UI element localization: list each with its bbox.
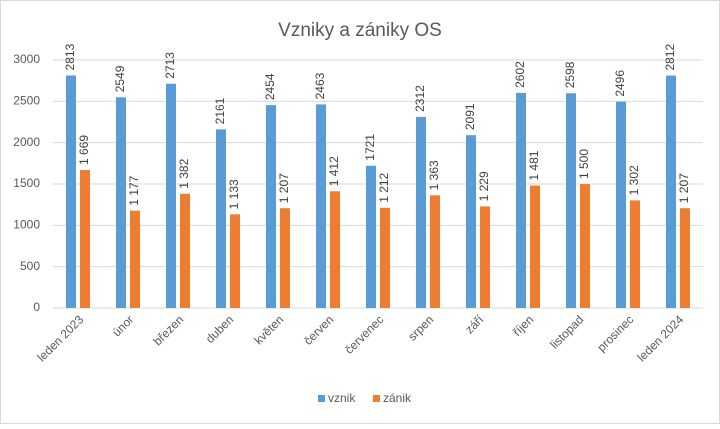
bar xyxy=(680,208,690,308)
bar xyxy=(116,97,126,308)
legend-swatch xyxy=(318,395,325,402)
legend-label: vznik xyxy=(328,391,356,405)
data-label: 2496 xyxy=(613,70,627,97)
bar xyxy=(566,93,576,309)
data-label: 1 207 xyxy=(677,173,691,203)
bar xyxy=(416,116,426,308)
data-label: 2091 xyxy=(463,103,477,130)
legend-label: zánik xyxy=(383,391,412,405)
data-label: 2454 xyxy=(263,73,277,100)
data-label: 2598 xyxy=(563,61,577,88)
bar xyxy=(630,200,640,308)
legend-swatch xyxy=(373,395,380,402)
y-tick-label: 0 xyxy=(33,300,40,314)
data-label: 2549 xyxy=(113,65,127,92)
data-label: 2602 xyxy=(513,61,527,88)
data-label: 1 363 xyxy=(427,160,441,190)
bar xyxy=(316,104,326,308)
data-label: 1 229 xyxy=(477,171,491,201)
data-label: 1 500 xyxy=(577,149,591,179)
data-label: 2813 xyxy=(63,43,77,70)
y-tick-label: 500 xyxy=(20,259,40,273)
chart-title: Vzniky a zániky OS xyxy=(278,20,442,41)
bar xyxy=(666,75,676,308)
bar xyxy=(80,170,90,308)
bar xyxy=(580,184,590,308)
data-label: 2161 xyxy=(213,97,227,124)
bar xyxy=(366,165,376,308)
data-label: 2812 xyxy=(663,44,677,71)
bar xyxy=(130,210,140,308)
y-tick-label: 2000 xyxy=(13,135,40,149)
bar xyxy=(280,208,290,308)
bar xyxy=(616,101,626,308)
data-label: 1 212 xyxy=(377,172,391,202)
bar xyxy=(430,195,440,308)
y-tick-label: 1500 xyxy=(13,176,40,190)
y-tick-label: 2500 xyxy=(13,94,40,108)
y-tick-label: 1000 xyxy=(13,218,40,232)
data-label: 1 177 xyxy=(127,175,141,205)
data-label: 2713 xyxy=(163,52,177,79)
bar xyxy=(530,185,540,308)
data-label: 1 302 xyxy=(627,165,641,195)
data-label: 1 669 xyxy=(77,135,91,165)
bar xyxy=(330,191,340,308)
data-label: 1 412 xyxy=(327,156,341,186)
bar xyxy=(180,193,190,308)
y-tick-label: 3000 xyxy=(13,52,40,66)
data-label: 1721 xyxy=(363,134,377,161)
bar xyxy=(230,214,240,308)
data-label: 1 207 xyxy=(277,173,291,203)
data-label: 1 382 xyxy=(177,158,191,188)
data-label: 2463 xyxy=(313,72,327,99)
data-label: 1 133 xyxy=(227,179,241,209)
bar xyxy=(380,207,390,308)
data-label: 1 481 xyxy=(527,150,541,180)
bar xyxy=(66,75,76,308)
bar xyxy=(466,135,476,308)
bar xyxy=(516,92,526,308)
data-label: 2312 xyxy=(413,85,427,112)
bar xyxy=(216,129,226,308)
bar xyxy=(480,206,490,308)
bar xyxy=(166,83,176,308)
bar xyxy=(266,105,276,308)
